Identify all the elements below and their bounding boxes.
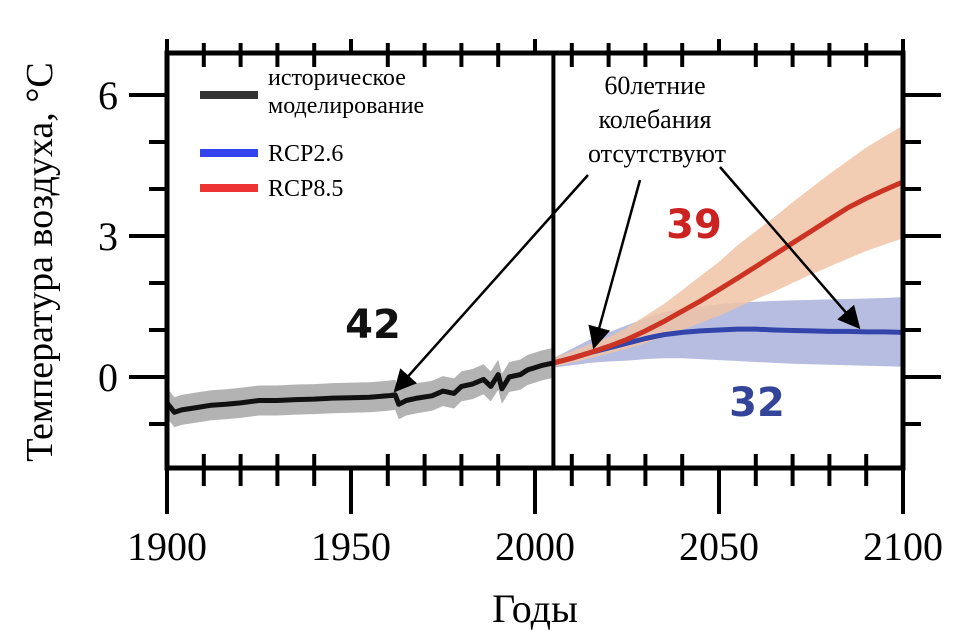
callout-arrow-1 xyxy=(393,174,589,393)
x-tick-label-2000: 2000 xyxy=(495,524,575,569)
legend-label-historical-line2: моделирование xyxy=(268,93,424,119)
y-tick-label-0: 0 xyxy=(98,355,118,400)
axis-ticks xyxy=(129,39,941,514)
callout-arrows xyxy=(393,166,861,393)
x-axis-label: Годы xyxy=(492,586,578,630)
y-tick-label-6: 6 xyxy=(98,73,118,118)
series-lines xyxy=(167,179,903,415)
legend-label-rcp26: RCP2.6 xyxy=(268,141,343,167)
x-tick-label-1900: 1900 xyxy=(127,524,207,569)
callout-line3: отсутствуют xyxy=(588,139,726,168)
y-axis-label: Температура воздуха, °C xyxy=(19,62,61,461)
band-rcp85 xyxy=(553,125,903,367)
callout-line1: 60летние xyxy=(604,71,705,100)
legend: историческое моделирование RCP2.6 RCP8.5 xyxy=(200,65,424,202)
band-rcp26 xyxy=(553,297,903,368)
series-line-rcp85 xyxy=(552,179,903,366)
count-label-historical: 42 xyxy=(345,302,401,348)
oscillation-callout: 60летние колебания отсутствуют xyxy=(588,71,726,168)
series-line-historical xyxy=(167,360,554,415)
confidence-bands xyxy=(167,125,903,428)
callout-arrow-3 xyxy=(719,166,861,330)
count-label-rcp26: 32 xyxy=(729,380,785,426)
x-tick-label-1950: 1950 xyxy=(311,524,391,569)
legend-label-historical-line1: историческое xyxy=(268,65,406,91)
tick-labels: 1900 1950 2000 2050 2100 0 3 6 xyxy=(98,73,943,569)
legend-label-rcp85: RCP8.5 xyxy=(268,176,343,202)
band-historical xyxy=(167,347,554,428)
plot-frame xyxy=(164,50,906,471)
y-tick-label-3: 3 xyxy=(98,214,118,259)
callout-line2: колебания xyxy=(598,105,711,134)
x-tick-label-2100: 2100 xyxy=(863,524,943,569)
count-label-rcp85: 39 xyxy=(666,202,722,248)
callout-arrow-2 xyxy=(588,179,642,350)
x-tick-label-2050: 2050 xyxy=(679,524,759,569)
